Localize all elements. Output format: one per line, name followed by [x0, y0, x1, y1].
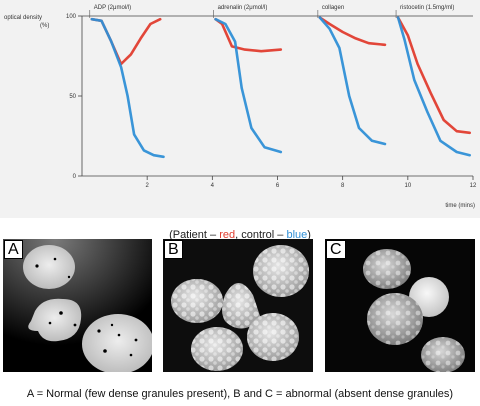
micrograph-a-image	[3, 239, 152, 372]
panel-label-a: A	[4, 240, 23, 259]
figure-caption: A = Normal (few dense granules present),…	[26, 388, 454, 400]
x-tick-label: 10	[404, 183, 411, 189]
y-tick-label: 0	[73, 174, 77, 180]
legend-patient-red: red	[219, 229, 236, 241]
micrograph-b: B	[163, 239, 313, 372]
x-tick-label: 8	[341, 183, 345, 189]
series-line-adp-patient	[90, 17, 162, 66]
color-legend: (Patient – red, control – blue)	[0, 229, 480, 241]
panel-label-b: B	[164, 240, 183, 259]
legend-open: (Patient –	[169, 229, 220, 241]
series-line-collagen-control	[318, 16, 387, 146]
series-line-adp-control	[90, 17, 165, 159]
micrograph-a: A	[3, 239, 152, 372]
chart-axes: optical density (%) 100 50 0 2 4 6 8 10 12 time (mi…	[4, 5, 477, 209]
y-axis-label-line-2: (%)	[40, 23, 49, 29]
legend-control-blue: blue	[286, 229, 308, 241]
micrograph-b-image	[163, 239, 313, 372]
x-axis-label: time (mins)	[445, 203, 475, 209]
x-tick-label: 4	[211, 183, 215, 189]
panel-title: ristocetin (1.5mg/ml)	[400, 5, 454, 11]
micrograph-c-image	[325, 239, 475, 372]
legend-mid: , control –	[235, 229, 287, 241]
chart-plot-area	[90, 16, 471, 159]
panel-title: collagen	[322, 5, 344, 11]
series-line-ristocetin-control	[396, 16, 471, 157]
panel-label-c: C	[326, 240, 346, 259]
y-tick-label: 50	[69, 94, 76, 100]
micrograph-c: C	[325, 239, 475, 372]
series-line-collagen-patient	[318, 16, 387, 47]
panel-title: ADP (2μmol/l)	[94, 5, 131, 11]
y-tick-label: 100	[66, 14, 77, 20]
panel-title: adrenalin (2μmol/l)	[218, 5, 268, 11]
y-axis-label-line-1: optical density	[4, 15, 42, 21]
aggregation-chart: optical density (%) 100 50 0 2 4 6 8 10 12 time (mi…	[0, 0, 480, 218]
series-line-ristocetin-patient	[396, 16, 471, 135]
x-tick-label: 12	[470, 183, 477, 189]
series-line-adrenalin-control	[214, 17, 283, 154]
x-tick-label: 6	[276, 183, 280, 189]
x-tick-label: 2	[145, 183, 149, 189]
legend-close: )	[307, 229, 311, 241]
